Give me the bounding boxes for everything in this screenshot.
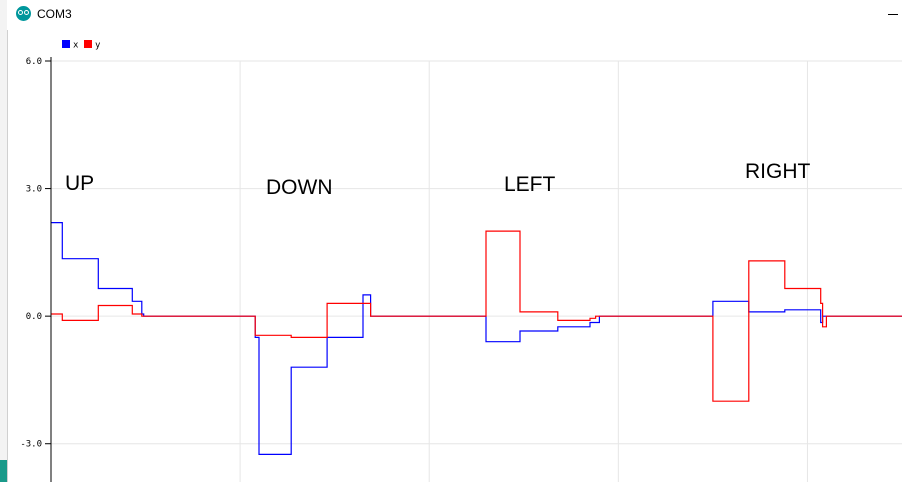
legend: x y (62, 40, 101, 51)
annotation-left: LEFT (504, 173, 556, 196)
y-tick-label: 3.0 (26, 185, 42, 195)
window-title: COM3 (37, 7, 72, 21)
arduino-icon (16, 6, 31, 21)
taskbar-accent (0, 460, 7, 482)
minimize-button[interactable] (888, 8, 902, 18)
y-tick-label: 0.0 (26, 312, 42, 322)
annotation-down: DOWN (266, 176, 333, 199)
legend-swatch-x (62, 40, 70, 48)
y-tick-label: 6.0 (26, 57, 42, 67)
title-bar: COM3 (7, 0, 902, 30)
annotation-right: RIGHT (745, 160, 811, 183)
window-left-edge (0, 0, 8, 482)
grid (51, 60, 902, 482)
series-line-x (51, 222, 902, 455)
annotation-up: UP (65, 172, 94, 195)
y-tick-label: -3.0 (20, 440, 42, 450)
y-axis-ticks: 6.0 3.0 0.0 -3.0 (20, 57, 51, 450)
series-line-y (51, 230, 902, 402)
legend-swatch-y (84, 40, 92, 48)
series-lines (51, 222, 902, 455)
legend-label-x: x (73, 41, 79, 51)
legend-label-y: y (95, 41, 101, 51)
